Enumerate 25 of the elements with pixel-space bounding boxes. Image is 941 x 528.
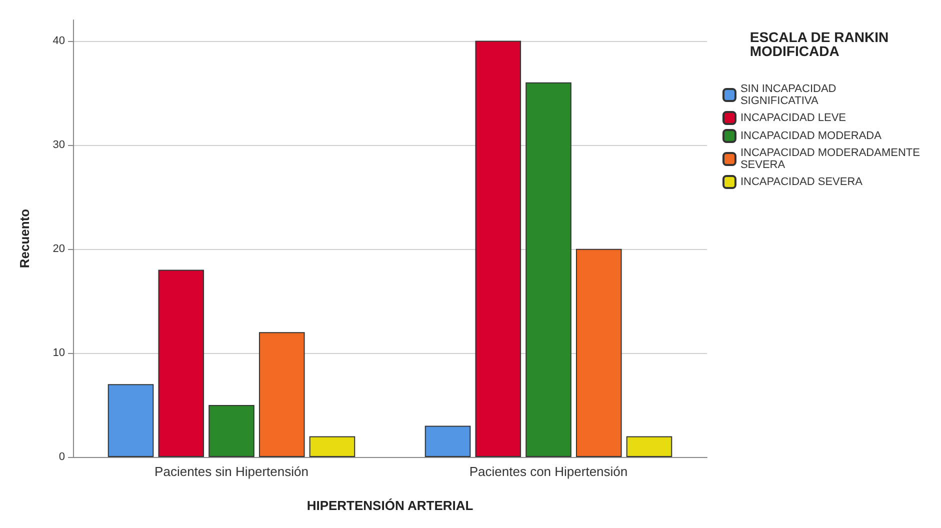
bar bbox=[576, 248, 622, 457]
bar bbox=[258, 332, 305, 457]
x-axis-title: HIPERTENSIÓN ARTERIAL bbox=[306, 498, 474, 513]
y-tick-label: 20 bbox=[52, 242, 65, 255]
bar bbox=[108, 384, 154, 457]
legend-title: ESCALA DE RANKIN MODIFICADA bbox=[750, 29, 892, 59]
y-tick-label: 10 bbox=[52, 346, 65, 359]
y-tick-label: 40 bbox=[52, 34, 65, 47]
bar bbox=[208, 404, 254, 457]
bar bbox=[626, 436, 672, 457]
x-tick-label: Pacientes sin Hipertensión bbox=[154, 464, 308, 479]
bar bbox=[475, 40, 522, 457]
bar bbox=[424, 426, 471, 457]
y-tick-label: 30 bbox=[52, 138, 65, 151]
y-tick-label: 0 bbox=[58, 451, 65, 463]
x-tick-label: Pacientes con Hipertensión bbox=[469, 464, 628, 479]
legend-label: INCAPACIDAD SEVERA bbox=[740, 176, 864, 188]
legend-label: INCAPACIDAD LEVE bbox=[740, 112, 846, 124]
legend-label: SIN INCAPACIDAD SIGNIFICATIVA bbox=[740, 83, 840, 107]
bar bbox=[309, 436, 356, 457]
bar bbox=[158, 270, 204, 457]
legend-label: INCAPACIDAD MODERADAMENTE SEVERA bbox=[740, 147, 924, 171]
y-axis-title: Recuento bbox=[17, 208, 32, 268]
bar bbox=[526, 82, 572, 457]
legend-label: INCAPACIDAD MODERADA bbox=[740, 130, 882, 142]
